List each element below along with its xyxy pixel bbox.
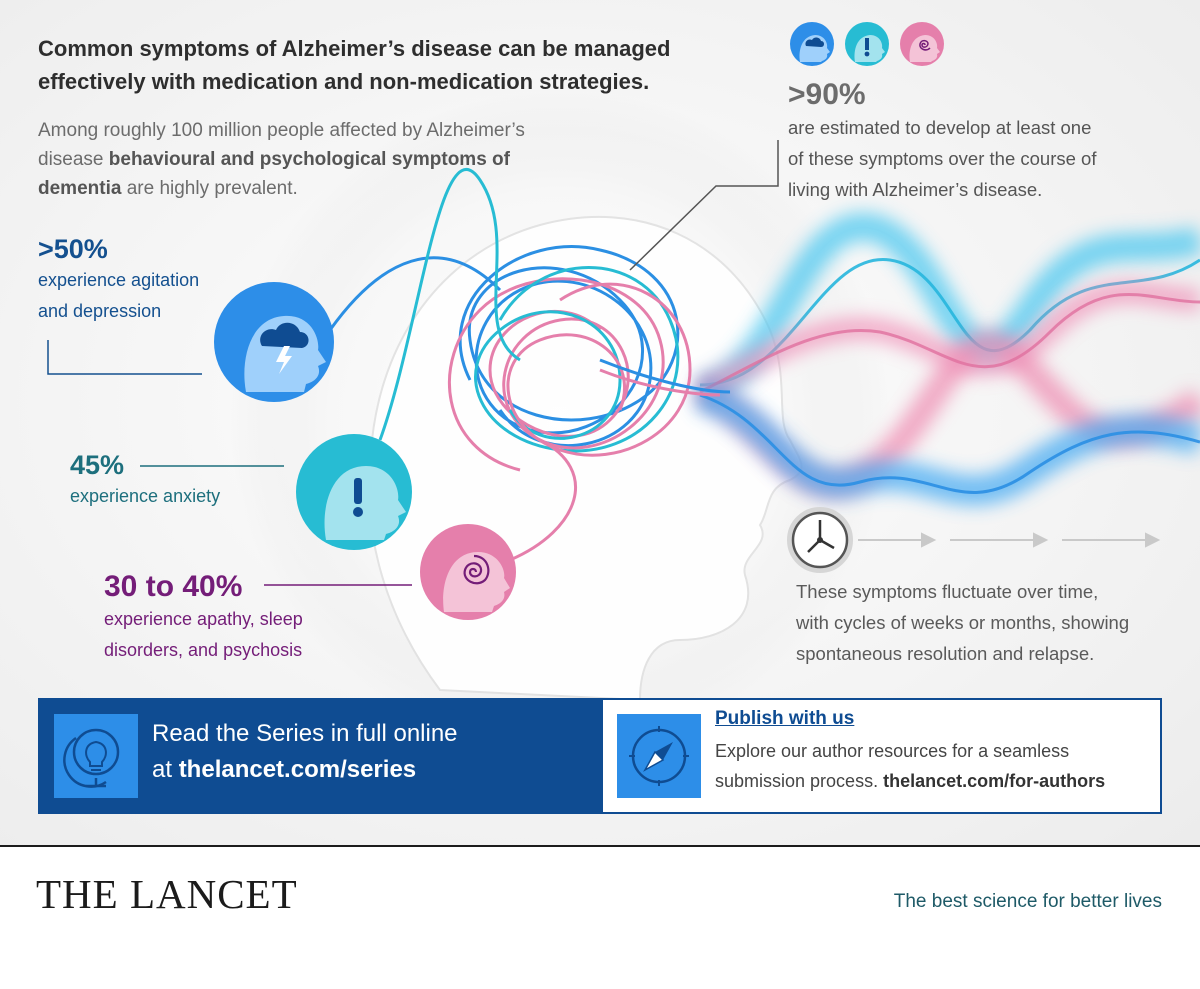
stat-apathy: 30 to 40% experience apathy, sleep disor… (104, 570, 303, 666)
lightbulb-globe-icon (54, 714, 138, 798)
compass-icon (617, 714, 701, 798)
symptom-icons-row (790, 22, 944, 66)
stat-anxiety-line1: experience anxiety (70, 486, 221, 506)
stat-overall-line1: are estimated to develop at least one (788, 117, 1092, 138)
stat-anxiety-percent: 45% (70, 450, 125, 480)
stat-anxiety: 45% experience anxiety (70, 450, 220, 512)
leader-lines (47, 140, 779, 586)
publish-text: Explore our author resources for a seaml… (715, 736, 1155, 796)
read-series-line1: Read the Series in full online (152, 720, 458, 747)
publish-line1: Explore our author resources for a seaml… (715, 741, 1070, 761)
intro-part1: Among roughly 100 million people affecte… (38, 120, 525, 170)
fluctuation-text: These symptoms fluctuate over time, with… (796, 576, 1176, 669)
series-link[interactable]: thelancet.com/series (178, 756, 417, 783)
footer-divider (0, 845, 1200, 847)
stat-apathy-percent: 30 to 40% (104, 570, 243, 603)
fluctuation-line1: These symptoms fluctuate over time, (796, 581, 1099, 602)
read-series-text: Read the Series in full online at thelan… (152, 716, 458, 788)
spiral-head-icon (420, 524, 516, 620)
stat-overall-percent: >90% (788, 78, 866, 111)
headline: Common symptoms of Alzheimer’s disease c… (38, 36, 671, 94)
fluctuation-line2: with cycles of weeks or months, showing (796, 612, 1130, 633)
footer-tagline: The best science for better lives (893, 891, 1162, 912)
stat-overall: >90% are estimated to develop at least o… (788, 78, 1168, 205)
stat-apathy-line1: experience apathy, sleep (104, 609, 303, 629)
storm-cloud-head-icon (214, 282, 334, 402)
publish-line2-text: submission process. (715, 771, 884, 791)
read-series-prefix: at (152, 756, 179, 783)
infographic-canvas: Common symptoms of Alzheimer’s disease c… (0, 0, 1200, 845)
tangled-lines (328, 168, 731, 562)
intro-part2: are highly prevalent. (121, 178, 298, 199)
read-series-line2: at thelancet.com/series (152, 752, 458, 788)
clock-icon (787, 507, 853, 573)
stat-apathy-line2: disorders, and psychosis (104, 640, 303, 660)
timeline-arrows (858, 532, 1161, 548)
publish-title-link[interactable]: Publish with us (715, 708, 855, 729)
intro-bold: behavioural and psychological symptoms o… (38, 149, 510, 199)
stat-agitation: >50% experience agitation and depression (38, 234, 199, 327)
stat-agitation-line2: and depression (38, 301, 162, 321)
fluctuation-line3: spontaneous resolution and relapse. (796, 643, 1095, 664)
symptom-waves (694, 212, 1200, 506)
for-authors-link[interactable]: thelancet.com/for-authors (883, 771, 1106, 791)
read-series-banner[interactable]: Read the Series in full online at thelan… (38, 698, 601, 814)
exclamation-head-icon (296, 434, 412, 550)
intro-text: Among roughly 100 million people affecte… (38, 116, 528, 203)
publish-line2: submission process. thelancet.com/for-au… (715, 766, 1155, 796)
stat-agitation-percent: >50% (38, 234, 108, 264)
stat-overall-line3: living with Alzheimer’s disease. (788, 179, 1043, 200)
stat-agitation-line1: experience agitation (38, 270, 200, 290)
lancet-logo: THE LANCET (36, 871, 298, 917)
publish-banner: Publish with us Explore our author resou… (601, 698, 1162, 814)
stat-overall-line2: of these symptoms over the course of (788, 148, 1097, 169)
illustration (47, 22, 1200, 750)
